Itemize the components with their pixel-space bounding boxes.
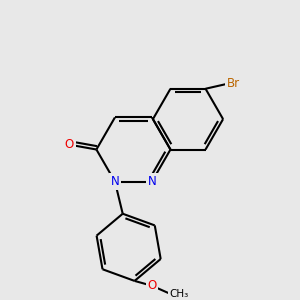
Text: N: N [110,175,119,188]
Text: CH₃: CH₃ [169,289,189,298]
Text: O: O [148,279,157,292]
Text: O: O [64,138,74,151]
Text: N: N [148,175,156,188]
Text: Br: Br [227,77,240,90]
